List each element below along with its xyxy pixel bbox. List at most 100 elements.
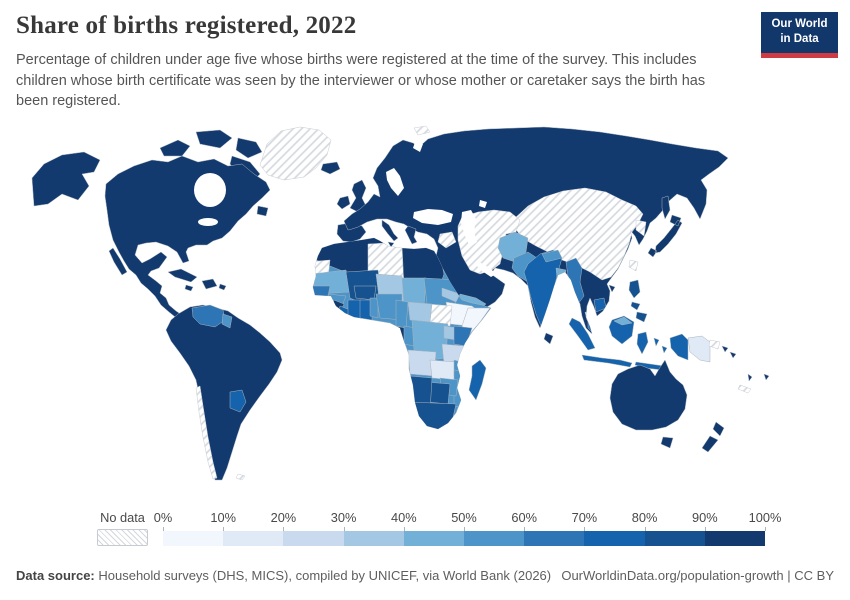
great-lakes <box>198 218 218 226</box>
legend-tick-label: 80% <box>631 510 658 525</box>
legend-cell-30-40%[interactable] <box>343 531 404 546</box>
legend-tick-mark <box>283 527 285 531</box>
chart-subtitle: Percentage of children under age five wh… <box>16 52 706 110</box>
country-alaska[interactable] <box>31 151 101 207</box>
legend-cell-0-10%[interactable] <box>163 531 224 546</box>
country-chile[interactable] <box>195 385 218 480</box>
hudson-bay <box>194 173 226 207</box>
country-indonesia-maluku[interactable] <box>653 337 668 354</box>
legend-tick-label: 0% <box>153 510 173 525</box>
legend-cell-20-30%[interactable] <box>283 531 344 546</box>
legend-cell-50-60%[interactable] <box>464 531 525 546</box>
country-iceland[interactable] <box>320 161 341 175</box>
legend-tick-mark <box>223 527 225 531</box>
country-paraguay[interactable] <box>229 389 247 413</box>
legend-tick-label: 60% <box>511 510 537 525</box>
country-solomon-islands[interactable] <box>721 345 737 359</box>
legend-tick-label: 30% <box>330 510 357 525</box>
country-ireland[interactable] <box>336 195 351 210</box>
legend-cell-80-90%[interactable] <box>644 531 705 546</box>
country-south-america[interactable] <box>165 304 283 481</box>
legend-tick-mark <box>524 527 526 531</box>
legend-tick-mark <box>464 527 465 531</box>
country-indonesia-java[interactable] <box>581 354 633 368</box>
country-jamaica[interactable] <box>184 284 194 292</box>
data-source-text: Household surveys (DHS, MICS), compiled … <box>94 568 552 583</box>
legend-tick-label: 10% <box>210 510 236 525</box>
country-cameroon[interactable] <box>395 299 409 329</box>
owid-logo-line1: Our World <box>771 18 828 30</box>
country-eritrea[interactable] <box>441 287 461 303</box>
footer-link[interactable]: OurWorldinData.org/population-growth <box>561 568 784 583</box>
country-guyana[interactable] <box>221 313 233 329</box>
chart-footer: Data source: Household surveys (DHS, MIC… <box>16 568 834 583</box>
country-new-caledonia[interactable] <box>737 384 752 394</box>
country-papua-new-guinea[interactable] <box>687 335 711 363</box>
country-venezuela[interactable] <box>191 304 226 328</box>
country-syria[interactable] <box>437 231 457 249</box>
legend-cell-90-100%[interactable] <box>704 531 766 546</box>
country-zambia[interactable] <box>429 359 457 381</box>
country-south-africa[interactable] <box>409 401 457 430</box>
data-source-note: Data source: Household surveys (DHS, MIC… <box>16 568 551 583</box>
country-fiji-vanuatu[interactable] <box>747 373 770 382</box>
owid-logo-line2: in Data <box>780 32 819 45</box>
country-cuba[interactable] <box>167 268 198 283</box>
country-australia[interactable] <box>609 359 688 431</box>
country-sri-lanka[interactable] <box>543 332 554 345</box>
legend-no-data-swatch[interactable] <box>97 529 148 546</box>
country-philippines[interactable] <box>628 279 648 323</box>
country-puerto-rico[interactable] <box>218 283 227 291</box>
country-ghana[interactable] <box>359 299 373 321</box>
data-source-label: Data source: <box>16 568 95 583</box>
country-nepal[interactable] <box>541 249 563 263</box>
legend-tick-mark <box>403 527 405 531</box>
country-north-america-mainland[interactable] <box>104 155 271 321</box>
legend-cell-10-20%[interactable] <box>223 531 284 546</box>
country-taiwan[interactable] <box>628 259 639 272</box>
country-baja-california[interactable] <box>108 247 128 276</box>
legend-cell-70-80%[interactable] <box>584 531 645 546</box>
legend-tick-label: 50% <box>451 510 477 525</box>
country-japan[interactable] <box>647 214 683 258</box>
footer-separator: | <box>783 568 795 583</box>
country-indonesia-sulawesi[interactable] <box>636 331 649 355</box>
country-svalbard[interactable] <box>413 125 431 136</box>
country-madagascar[interactable] <box>468 359 487 401</box>
legend-no-data[interactable]: No data <box>97 510 148 546</box>
legend-tick-label: 90% <box>691 510 718 525</box>
country-new-britain[interactable] <box>708 339 721 350</box>
owid-logo[interactable]: Our World in Data <box>761 12 838 58</box>
country-cambodia[interactable] <box>593 297 607 313</box>
country-greece[interactable] <box>404 225 418 245</box>
country-greenland[interactable] <box>259 126 332 181</box>
inland-seas <box>386 142 496 277</box>
country-bangladesh[interactable] <box>555 267 567 283</box>
legend-tick-label: 100% <box>748 510 782 525</box>
legend-tick-label: 40% <box>390 510 417 525</box>
country-central-african-republic[interactable] <box>407 301 433 323</box>
country-north-korea[interactable] <box>635 219 647 237</box>
legend-tick-label: 20% <box>270 510 297 525</box>
country-falkland-islands[interactable] <box>235 473 246 481</box>
country-indonesia-papua[interactable] <box>669 333 689 361</box>
legend-cell-60-70%[interactable] <box>524 531 585 546</box>
country-tasmania[interactable] <box>660 436 674 449</box>
country-indonesia-sumatra[interactable] <box>568 317 596 351</box>
country-kenya[interactable] <box>453 325 473 347</box>
legend-tick-mark <box>644 527 646 531</box>
footer-license-label[interactable]: CC BY <box>794 568 834 583</box>
country-italy[interactable] <box>381 219 399 248</box>
country-hainan[interactable] <box>608 284 616 293</box>
country-benin-togo[interactable] <box>369 297 379 319</box>
country-malaysia-borneo[interactable] <box>613 316 633 326</box>
legend-tick-labels: 0% 10% 20% 30% 40% 50% 60% 70% 80% 90% 100% <box>154 510 781 531</box>
country-dr-congo[interactable] <box>411 319 449 361</box>
country-new-zealand[interactable] <box>701 421 725 453</box>
country-sakhalin[interactable] <box>661 195 671 220</box>
country-hispaniola[interactable] <box>201 278 218 290</box>
legend-cell-40-50%[interactable] <box>403 531 465 546</box>
legend-color-bar[interactable] <box>163 531 766 546</box>
country-newfoundland[interactable] <box>256 205 269 217</box>
